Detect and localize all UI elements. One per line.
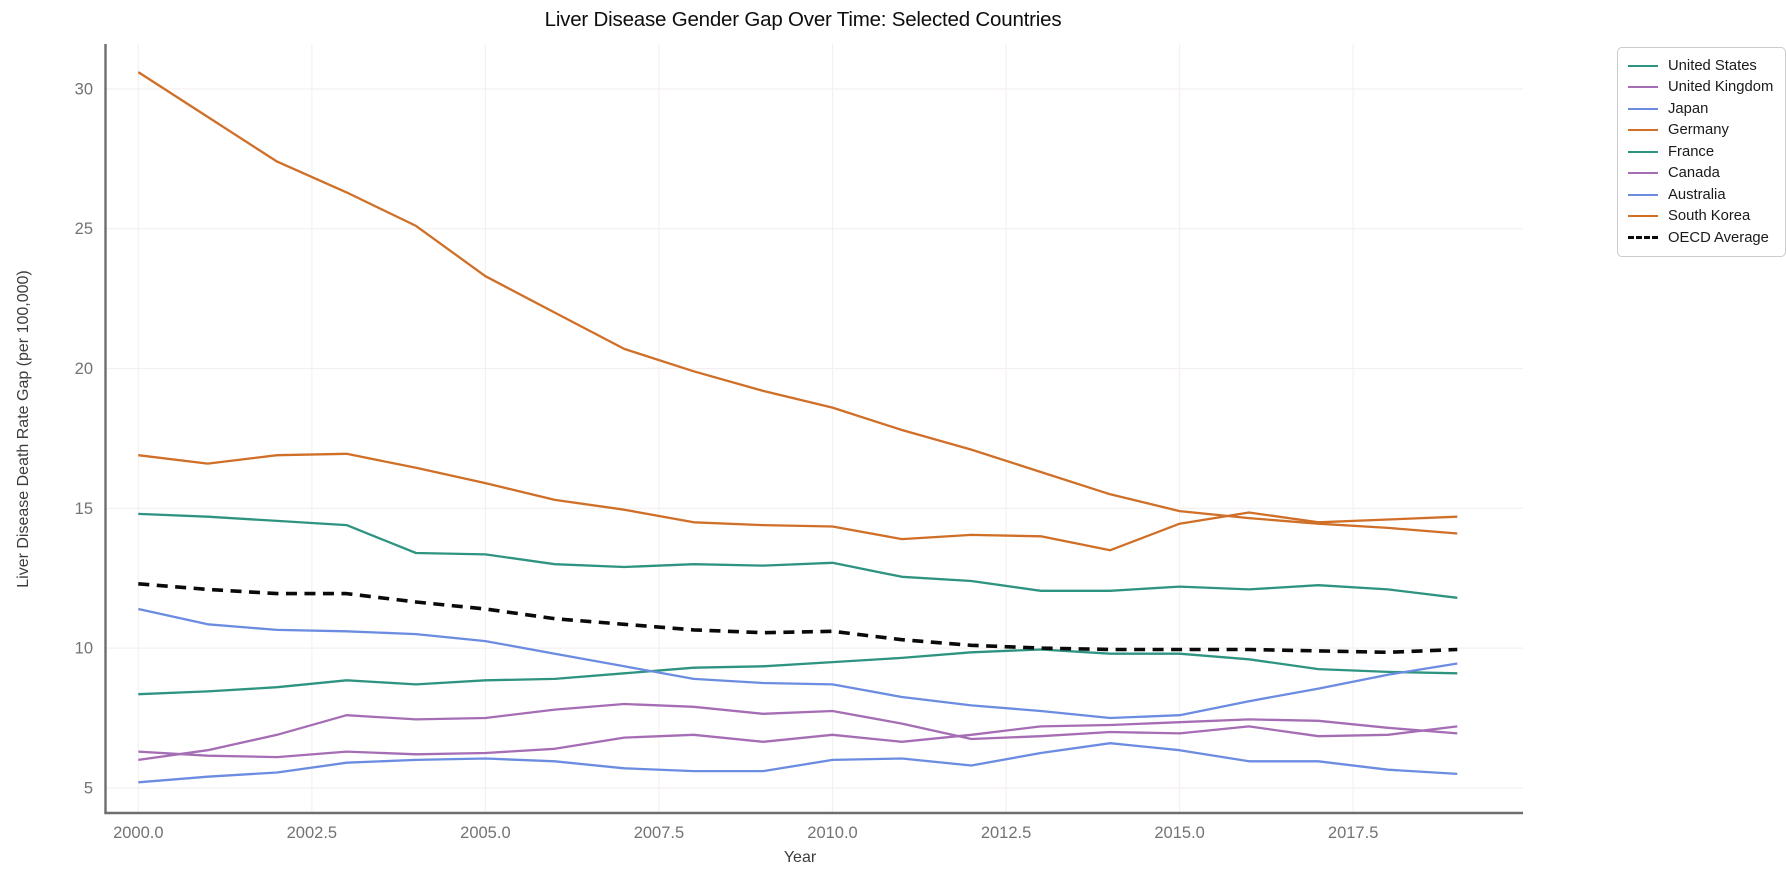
y-axis-label: Liver Disease Death Rate Gap (per 100,00…: [15, 270, 32, 588]
legend-label: United Kingdom: [1668, 79, 1774, 96]
legend-label: Germany: [1668, 122, 1729, 139]
legend: United States United Kingdom Japan Germany F…: [1617, 47, 1786, 257]
legend-label: Australia: [1668, 186, 1726, 203]
legend-item-france: France: [1628, 141, 1773, 163]
legend-item-united-kingdom: United Kingdom: [1628, 77, 1773, 99]
legend-item-australia: Australia: [1628, 184, 1773, 206]
legend-line-swatch: [1628, 129, 1658, 132]
legend-line-swatch: [1628, 64, 1658, 67]
legend-line-swatch: [1628, 86, 1658, 89]
legend-line-swatch: [1628, 172, 1658, 175]
series-line-australia: [138, 742, 1458, 784]
legend-label: OECD Average: [1668, 229, 1769, 246]
series-line-canada: [138, 718, 1458, 759]
series-line-oecd-average: [138, 582, 1458, 655]
x-axis-label: Year: [783, 849, 817, 866]
x-tick-label: 2007.5: [634, 824, 684, 842]
x-tick-label: 2015.0: [1154, 824, 1204, 842]
legend-item-japan: Japan: [1628, 98, 1773, 120]
series-line-germany: [138, 452, 1458, 552]
series-line-france: [138, 512, 1458, 599]
x-tick-label: 2000.0: [113, 824, 163, 842]
x-tick-label: 2010.0: [807, 824, 857, 842]
legend-line-swatch: [1628, 107, 1658, 110]
legend-label: Japan: [1668, 100, 1709, 117]
y-tick-label: 20: [75, 360, 93, 378]
y-tick-label: 25: [75, 220, 93, 238]
series-line-japan: [138, 607, 1458, 720]
y-tick-label: 30: [75, 80, 93, 98]
legend-label: Canada: [1668, 165, 1720, 182]
x-tick-label: 2017.5: [1328, 824, 1378, 842]
x-tick-label: 2012.5: [981, 824, 1031, 842]
legend-item-oecd-average: OECD Average: [1628, 227, 1773, 249]
y-tick-label: 15: [75, 500, 93, 518]
legend-line-swatch: [1628, 215, 1658, 218]
legend-line-swatch: [1628, 150, 1658, 153]
y-tick-label: 10: [75, 640, 93, 658]
series-line-south-korea: [137, 71, 1458, 535]
series-line-united-states: [138, 648, 1458, 696]
chart-title: Liver Disease Gender Gap Over Time: Sele…: [544, 8, 1062, 31]
legend-item-south-korea: South Korea: [1628, 206, 1773, 228]
legend-item-germany: Germany: [1628, 120, 1773, 142]
legend-label: South Korea: [1668, 208, 1751, 225]
legend-label: United States: [1668, 57, 1757, 74]
x-tick-label: 2002.5: [287, 824, 337, 842]
y-tick-label: 5: [84, 779, 93, 797]
series-line-united-kingdom: [138, 702, 1458, 762]
legend-item-canada: Canada: [1628, 163, 1773, 185]
legend-label: France: [1668, 143, 1715, 160]
x-tick-label: 2005.0: [460, 824, 510, 842]
legend-item-united-states: United States: [1628, 55, 1773, 77]
legend-line-swatch: [1628, 193, 1658, 196]
legend-line-swatch: [1628, 236, 1658, 240]
